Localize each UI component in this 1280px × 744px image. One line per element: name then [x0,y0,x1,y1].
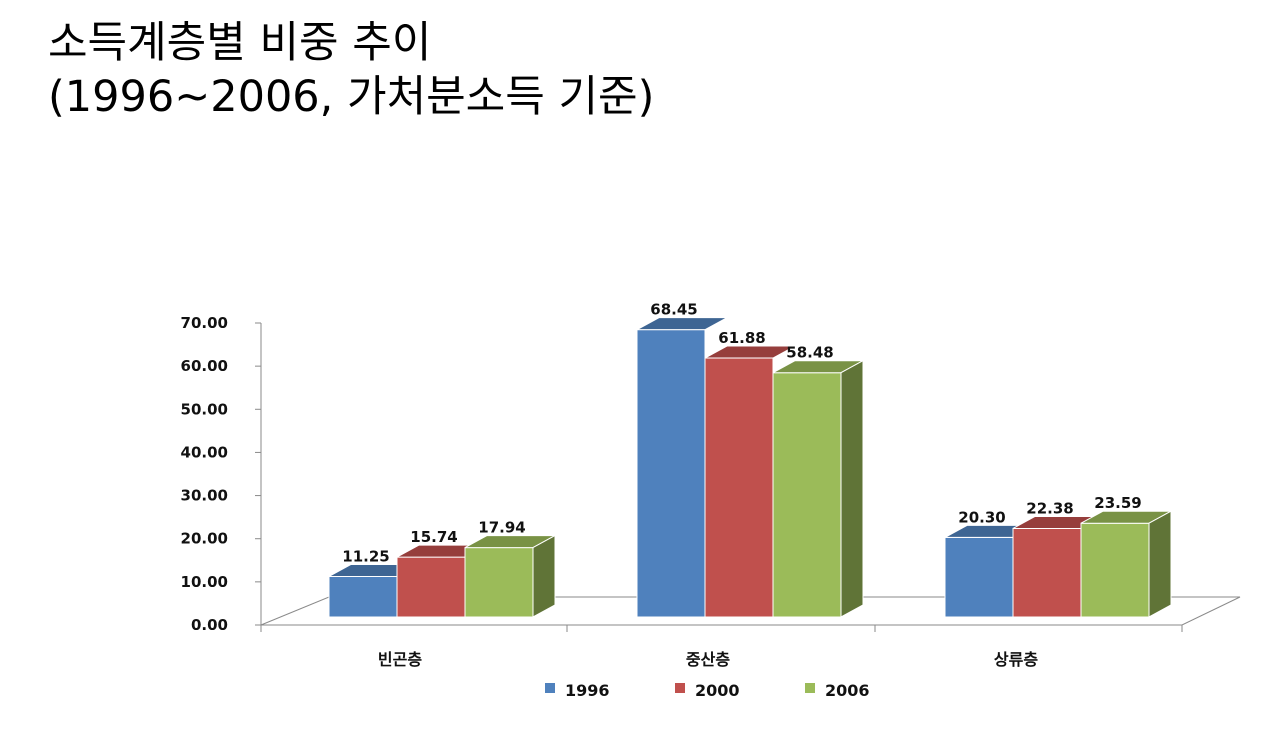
y-tick-label: 60.00 [181,357,228,375]
bar-2000-0 [396,556,466,618]
bar-2006-2 [1080,522,1150,618]
bar-1996-1 [636,329,706,618]
data-label-1996-0: 11.25 [342,547,389,565]
legend-swatch-1996 [545,683,555,693]
bar-top-2000-1 [704,345,796,359]
data-label-2000-0: 15.74 [410,528,457,546]
bar-2000-2 [1012,527,1082,618]
bar-1996-0 [328,575,398,618]
data-label-2006-2: 23.59 [1094,494,1141,512]
bar-2006-0 [464,547,534,618]
bar-2006-1 [772,372,842,618]
bar-top-1996-1 [636,317,728,331]
y-tick-label: 20.00 [181,530,228,548]
y-tick-label: 0.00 [191,616,228,634]
data-label-2006-1: 58.48 [786,344,833,362]
y-tick-label: 40.00 [181,443,228,461]
bar-side-2006-0 [532,534,556,618]
x-category-label: 상류층 [994,650,1038,669]
bar-1996-2 [944,536,1014,618]
data-label-2000-1: 61.88 [718,329,765,347]
title-line-1: 소득계층별 비중 추이 [48,18,432,68]
y-tick-label: 30.00 [181,487,228,505]
data-label-1996-2: 20.30 [958,508,1005,526]
legend-label-2000: 2000 [695,681,740,700]
legend-swatch-2000 [675,683,685,693]
x-category-label: 빈곤층 [378,650,422,669]
x-category-label: 중산층 [686,650,730,669]
bar-side-2006-2 [1148,510,1172,618]
y-tick-label: 10.00 [181,573,228,591]
y-tick-label: 70.00 [181,314,228,332]
legend-swatch-2006 [805,683,815,693]
bar-2000-1 [704,357,774,618]
data-label-2006-0: 17.94 [478,519,525,537]
legend-label-1996: 1996 [565,681,610,700]
y-tick-label: 50.00 [181,400,228,418]
bar-side-2006-1 [840,359,864,618]
title-line-2: (1996~2006, 가처분소득 기준) [48,72,655,122]
legend-label-2006: 2006 [825,681,870,700]
data-label-2000-2: 22.38 [1026,499,1073,517]
data-label-1996-1: 68.45 [650,301,697,319]
page-title: 소득계층별 비중 추이 (1996~2006, 가처분소득 기준) [48,16,654,124]
